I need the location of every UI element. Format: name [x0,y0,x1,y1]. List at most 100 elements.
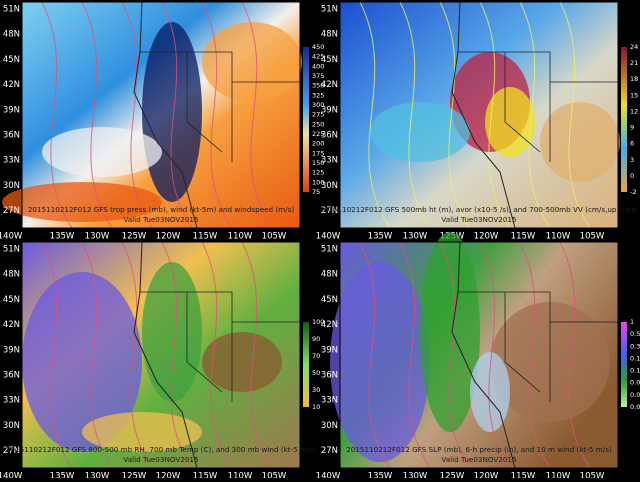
contour [359,241,391,469]
lon-label: 135W [50,472,75,479]
colorbar-label: 50 [312,369,320,377]
contour [439,241,471,469]
lat-label: 45N [321,55,338,65]
valid-time: Valid Tue03NOV2015 [123,455,198,464]
colorbar-label: 100 [312,318,324,326]
coastline [451,241,516,469]
contour [399,1,431,229]
lon-label: 120W [474,472,499,479]
map-panel: 51N 48N 45N 42N 39N 36N 33N 30N 27N 140W 135W 130W 1… [0,1,324,242]
lon-label: 115W [511,472,536,479]
lat-label: 39N [3,345,20,355]
contour [359,1,391,229]
lat-label: 48N [3,30,20,40]
lat-label: 27N [321,206,338,216]
colorbar-label: 90 [312,335,320,343]
lat-label: 45N [3,55,20,65]
contour [559,1,591,229]
contour [519,241,551,469]
colorbar-label: 21 [630,59,638,67]
colorbar-label: 3 [630,156,634,164]
lat-label: 48N [3,270,20,280]
lat-label: 33N [3,156,20,166]
field-shade [202,332,282,392]
colorbar-label: 250 [312,120,324,128]
colorbar-label: 24 [630,43,638,51]
lon-label: 120W [156,232,181,242]
coastline [133,241,198,469]
lat-label: 30N [321,181,338,191]
lon-label: 130W [85,232,110,242]
colorbar-label: 275 [312,111,324,119]
colorbar-label: 6 [630,140,634,148]
state-borders [140,291,300,402]
lat-label: 27N [3,206,20,216]
colorbar-label: 70 [312,352,320,360]
lat-label: 39N [321,345,338,355]
colorbar-label: 150 [312,159,324,167]
contour [479,1,511,229]
lat-label: 42N [3,320,20,330]
contour [41,241,73,469]
coastline [451,1,516,229]
lon-label: 120W [474,232,499,242]
colorbar-label: 0.05 [630,379,640,387]
coastline [133,1,198,229]
lon-label: 115W [193,472,218,479]
contour [439,1,471,229]
lon-label: 105W [580,472,605,479]
field-shade [470,352,510,432]
contour [121,1,153,229]
contour [201,1,233,229]
colorbar-label: -2 [630,188,636,196]
colorbar-label: 325 [312,91,324,99]
lon-label: 135W [368,472,393,479]
lon-label: 105W [580,232,605,242]
field-shade [330,262,430,462]
colorbar-label: 350 [312,82,324,90]
lat-label: 27N [321,446,338,456]
lat-label: 33N [321,156,338,166]
field-shade [22,272,142,452]
colorbar-label: 200 [312,140,324,148]
colorbar-label: 9 [630,124,634,132]
lon-label: 140W [316,232,341,242]
field-shade [370,102,470,162]
lat-label: 45N [321,295,338,305]
lon-label: 140W [0,232,23,242]
colorbar-label: 225 [312,130,324,138]
contour [161,1,193,229]
contour [81,241,113,469]
state-borders [140,51,300,162]
lon-label: 110W [228,472,253,479]
field-shade [142,262,202,402]
colorbar [303,47,309,192]
state-borders [458,291,618,402]
lat-label: 27N [3,446,20,456]
lon-label: 110W [546,472,571,479]
colorbar-label: 0.02 [630,391,640,399]
contour [81,1,113,229]
lat-label: 51N [321,5,338,15]
caption: 2015110212F012 GFS trop press (mb), wind… [28,205,295,214]
lon-label: 110W [228,232,253,242]
contour [241,1,273,229]
contour [559,241,591,469]
contour [399,241,431,469]
colorbar-label: 10 [312,403,320,411]
colorbar-label: 375 [312,72,324,80]
valid-time: Valid Tue03NOV2015 [441,455,516,464]
contour [161,241,193,469]
lat-label: 51N [321,245,338,255]
map-frame [339,1,619,229]
map-frame [339,241,619,469]
lat-label: 33N [3,396,20,406]
colorbar [621,47,627,192]
lat-label: 42N [3,80,20,90]
colorbar-label: 100 [312,178,324,186]
contour [41,1,73,229]
lat-label: 36N [321,371,338,381]
colorbar-label: 0.15 [630,354,640,362]
lat-label: 36N [3,371,20,381]
